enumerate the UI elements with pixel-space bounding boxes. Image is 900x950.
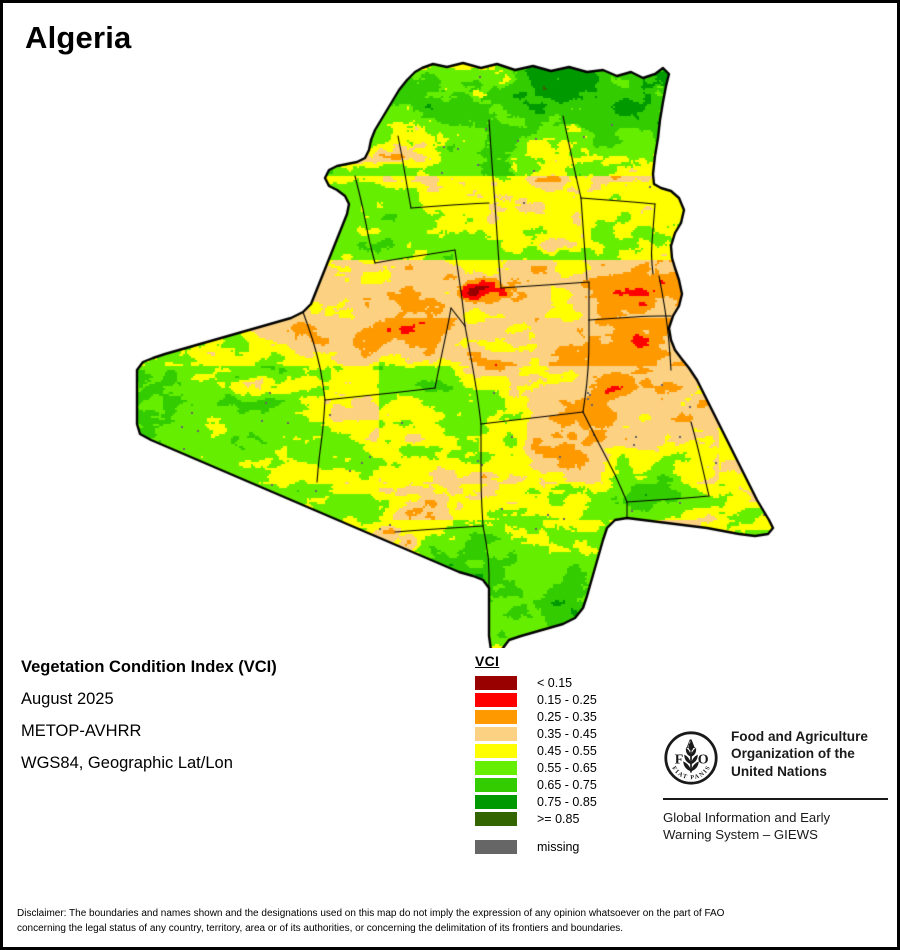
map-info-block: Vegetation Condition Index (VCI) August … xyxy=(21,658,441,786)
legend-item-5-swatch xyxy=(475,760,517,775)
legend-item-2: 0.25 - 0.35 xyxy=(471,709,641,724)
legend-item-8-label: >= 0.85 xyxy=(537,811,580,826)
giews-line-1: Global Information and Early xyxy=(663,810,831,825)
info-product: Vegetation Condition Index (VCI) xyxy=(21,658,277,676)
legend-item-5-label: 0.55 - 0.65 xyxy=(537,760,597,775)
fao-organization-name: Food and Agriculture Organization of the… xyxy=(731,728,868,780)
legend-item-7-label: 0.75 - 0.85 xyxy=(537,794,597,809)
legend-item-1-swatch xyxy=(475,692,517,707)
legend-item-1: 0.15 - 0.25 xyxy=(471,692,641,707)
info-period: August 2025 xyxy=(21,690,114,708)
fao-divider xyxy=(663,798,888,800)
algeria-vci-raster-map xyxy=(3,58,897,648)
fao-branding: F A O FIAT PANIS Food and Agriculture Or… xyxy=(663,728,888,844)
legend-item-7: 0.75 - 0.85 xyxy=(471,794,641,809)
legend-title: VCI xyxy=(475,653,500,669)
legend-item-1-label: 0.15 - 0.25 xyxy=(537,692,597,707)
legend-item-2-swatch xyxy=(475,709,517,724)
legend-item-2-label: 0.25 - 0.35 xyxy=(537,709,597,724)
legend-item-0-label: < 0.15 xyxy=(537,675,573,690)
legend-item-8-swatch xyxy=(475,811,517,826)
legend-item-missing: missing xyxy=(471,839,641,854)
legend-item-0-swatch xyxy=(475,675,517,690)
disclaimer-line-1: Disclaimer: The boundaries and names sho… xyxy=(17,908,725,919)
legend-item-3: 0.35 - 0.45 xyxy=(471,726,641,741)
legend-item-0: < 0.15 xyxy=(471,675,641,690)
svg-text:A: A xyxy=(686,737,696,751)
page-title: Algeria xyxy=(25,20,132,55)
fao-logo-icon: F A O FIAT PANIS xyxy=(663,730,719,786)
fao-name-line-3: United Nations xyxy=(731,763,827,779)
disclaimer-text: Disclaimer: The boundaries and names sho… xyxy=(17,906,883,936)
giews-label: Global Information and Early Warning Sys… xyxy=(663,809,888,844)
legend-item-4-label: 0.45 - 0.55 xyxy=(537,743,597,758)
info-projection: WGS84, Geographic Lat/Lon xyxy=(21,754,233,772)
legend-rows: < 0.15 0.15 - 0.25 0.25 - 0.35 0.35 - 0.45 0… xyxy=(471,675,641,854)
legend-item-6-swatch xyxy=(475,777,517,792)
info-sensor: METOP-AVHRR xyxy=(21,722,142,740)
legend-item-8: >= 0.85 xyxy=(471,811,641,826)
fao-name-line-2: Organization of the xyxy=(731,746,855,762)
legend-item-3-swatch xyxy=(475,726,517,741)
legend-item-7-swatch xyxy=(475,794,517,809)
svg-text:O: O xyxy=(698,753,709,768)
vci-legend: VCI < 0.15 0.15 - 0.25 0.25 - 0.35 0.35 - 0… xyxy=(471,653,641,856)
legend-item-4: 0.45 - 0.55 xyxy=(471,743,641,758)
svg-text:F: F xyxy=(675,753,684,768)
fao-header: F A O FIAT PANIS Food and Agriculture Or… xyxy=(663,728,888,786)
giews-line-2: Warning System – GIEWS xyxy=(663,827,818,843)
map-container xyxy=(3,58,897,648)
legend-item-missing-swatch xyxy=(475,839,517,854)
legend-item-3-label: 0.35 - 0.45 xyxy=(537,726,597,741)
legend-item-missing-label: missing xyxy=(537,839,580,854)
legend-item-4-swatch xyxy=(475,743,517,758)
disclaimer-line-2: concerning the legal status of any count… xyxy=(17,923,624,935)
legend-item-5: 0.55 - 0.65 xyxy=(471,760,641,775)
legend-item-6: 0.65 - 0.75 xyxy=(471,777,641,792)
fao-name-line-1: Food and Agriculture xyxy=(731,729,868,744)
legend-item-6-label: 0.65 - 0.75 xyxy=(537,777,597,792)
